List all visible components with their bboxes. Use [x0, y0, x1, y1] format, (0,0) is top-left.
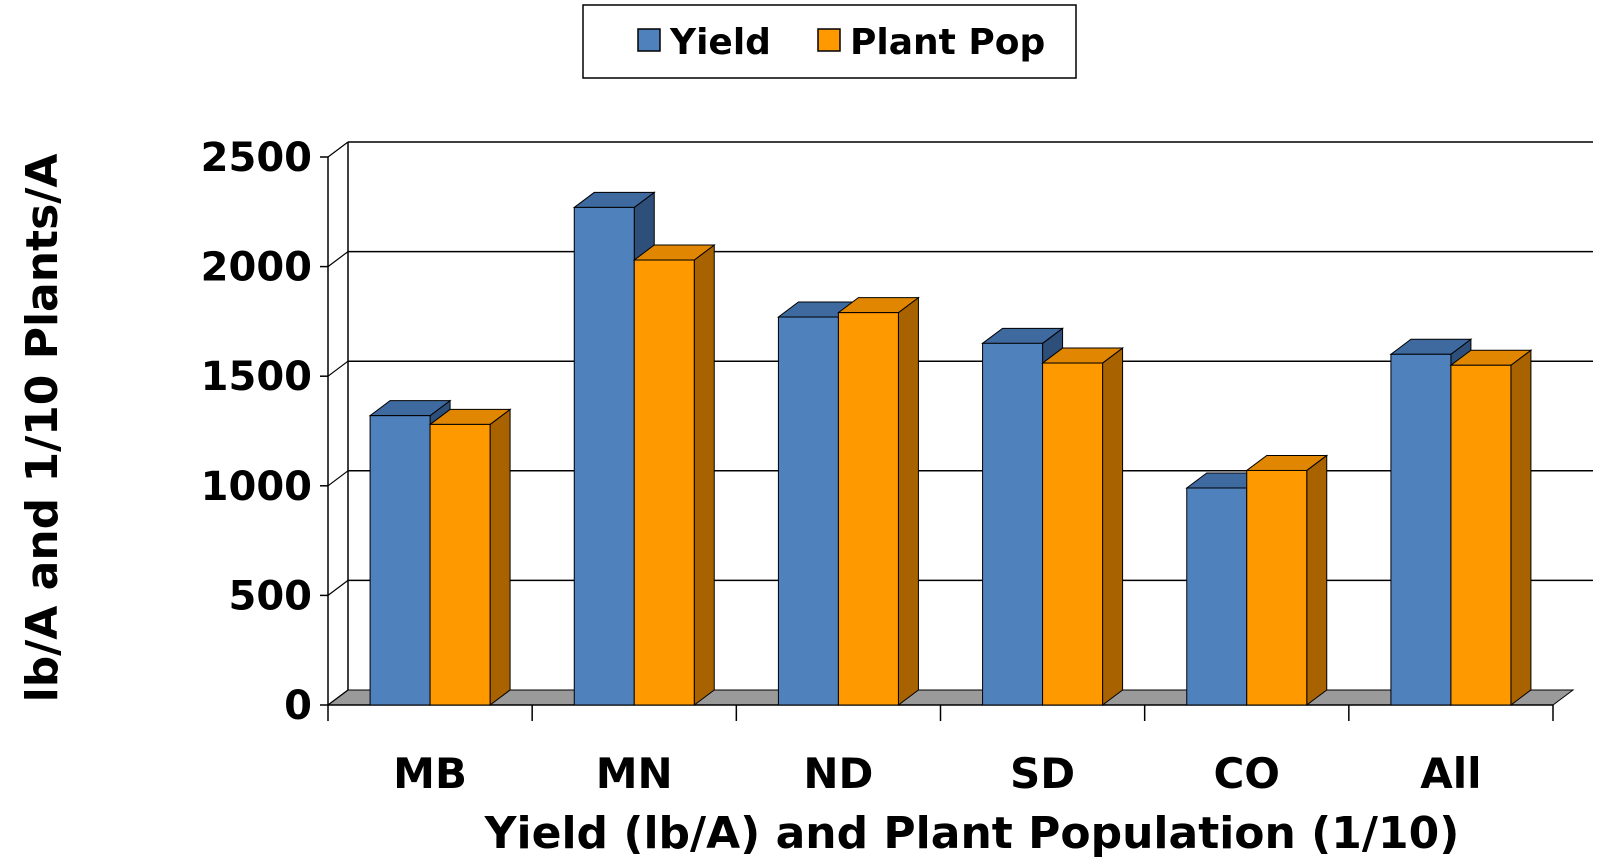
x-tick-label: MB: [393, 749, 467, 798]
bar-yield: [369, 415, 431, 706]
x-tick-label: CO: [1213, 749, 1280, 798]
chart-floor: [326, 689, 1575, 706]
y-tick-depth: [327, 360, 349, 377]
legend-label-plant-pop: Plant Pop: [850, 22, 1045, 63]
y-tick-depth: [327, 579, 349, 596]
bar-side-plant-pop: [489, 408, 511, 706]
y-tick-depth: [327, 689, 349, 706]
y-tick-depth: [327, 141, 349, 158]
y-tick-label: 2000: [201, 245, 312, 291]
bar-plant-pop: [1450, 364, 1512, 706]
legend-swatch-yield: [637, 28, 661, 52]
bar-plant-pop: [1246, 469, 1308, 706]
legend-label-yield: Yield: [669, 22, 771, 63]
x-axis-title: Yield (lb/A) and Plant Population (1/10): [484, 808, 1460, 859]
bar-side-plant-pop: [897, 296, 919, 706]
y-tick-label: 0: [284, 683, 312, 729]
legend-swatch-plant-pop: [817, 28, 841, 52]
bar-yield: [777, 316, 839, 706]
bar-plant-pop: [633, 259, 695, 706]
bar-plant-pop: [429, 423, 491, 706]
bar-side-plant-pop: [693, 244, 715, 706]
x-tick-label: ND: [803, 749, 873, 798]
x-tick-label: All: [1420, 749, 1481, 798]
y-tick-label: 1500: [201, 354, 312, 400]
y-tick-depth: [327, 470, 349, 487]
bar-yield: [982, 342, 1044, 706]
bar-yield: [1186, 487, 1248, 706]
x-tick-label: SD: [1010, 749, 1075, 798]
y-tick-label: 1000: [201, 464, 312, 510]
bar-side-plant-pop: [1510, 349, 1532, 706]
bar-side-plant-pop: [1306, 454, 1328, 706]
bar-plant-pop: [837, 312, 899, 706]
x-tick-label: MN: [596, 749, 673, 798]
y-tick-depth: [327, 251, 349, 268]
bar-plant-pop: [1042, 362, 1104, 706]
y-tick-label: 2500: [201, 135, 312, 181]
legend: Yield Plant Pop: [582, 4, 1077, 79]
bar-yield: [1390, 353, 1452, 706]
y-axis-title: lb/A and 1/10 Plants/A: [17, 154, 68, 703]
bar-side-plant-pop: [1102, 347, 1124, 706]
y-tick-label: 500: [229, 573, 313, 619]
bar-yield: [573, 206, 635, 706]
